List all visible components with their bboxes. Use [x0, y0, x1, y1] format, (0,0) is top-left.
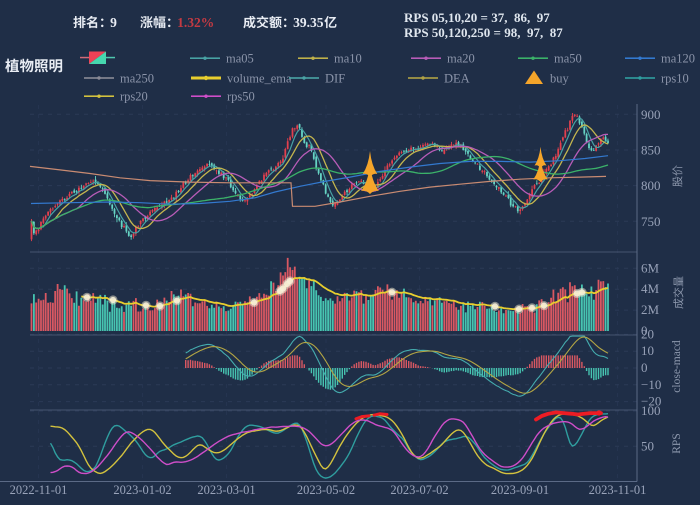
- svg-text:20: 20: [641, 326, 654, 341]
- svg-text:2M: 2M: [641, 302, 660, 317]
- svg-text:rps50: rps50: [227, 90, 255, 104]
- svg-text:2022-11-01: 2022-11-01: [10, 483, 68, 497]
- svg-text:−20: −20: [641, 394, 661, 409]
- svg-text:ma250: ma250: [120, 72, 154, 86]
- svg-text:−10: −10: [641, 377, 661, 392]
- svg-text:RPS 50,120,250 = 98, 97, 87: RPS 50,120,250 = 98, 97, 87: [404, 25, 563, 40]
- svg-text:0: 0: [641, 360, 648, 375]
- svg-text:750: 750: [641, 214, 661, 229]
- svg-text:RPS: RPS: [671, 433, 683, 453]
- svg-text:2023-11-01: 2023-11-01: [589, 483, 647, 497]
- svg-text:close-macd: close-macd: [671, 340, 683, 393]
- svg-text:850: 850: [641, 143, 661, 158]
- svg-text:RPS 05,10,20 = 37, 86, 97: RPS 05,10,20 = 37, 86, 97: [404, 10, 550, 25]
- svg-text:800: 800: [641, 178, 661, 193]
- svg-text:DEA: DEA: [444, 72, 470, 86]
- svg-text:ma120: ma120: [661, 52, 695, 66]
- svg-text:2023-03-01: 2023-03-01: [197, 483, 255, 497]
- svg-text:2023-05-02: 2023-05-02: [297, 483, 355, 497]
- svg-text:ma50: ma50: [554, 52, 582, 66]
- svg-text:2023-09-01: 2023-09-01: [491, 483, 549, 497]
- svg-text:2023-07-02: 2023-07-02: [390, 483, 448, 497]
- svg-text:50: 50: [641, 438, 654, 453]
- svg-text:ma05: ma05: [226, 52, 254, 66]
- svg-text:ma20: ma20: [447, 52, 475, 66]
- svg-text:2023-01-02: 2023-01-02: [113, 483, 171, 497]
- svg-text:10: 10: [641, 343, 654, 358]
- svg-text:1.32%: 1.32%: [177, 15, 214, 30]
- svg-text:ma10: ma10: [334, 52, 362, 66]
- svg-text:900: 900: [641, 107, 661, 122]
- svg-text:rps20: rps20: [120, 90, 148, 104]
- svg-text:0: 0: [641, 323, 648, 338]
- svg-text:rps10: rps10: [661, 72, 689, 86]
- svg-text:6M: 6M: [641, 260, 660, 275]
- svg-text:39.35: 39.35: [293, 15, 324, 30]
- svg-text:4M: 4M: [641, 281, 660, 296]
- svg-text:buy: buy: [550, 72, 570, 86]
- svg-text:volume_ema: volume_ema: [227, 72, 292, 86]
- svg-text:9: 9: [110, 15, 117, 30]
- svg-text:DIF: DIF: [325, 72, 345, 86]
- svg-text:100: 100: [641, 403, 661, 418]
